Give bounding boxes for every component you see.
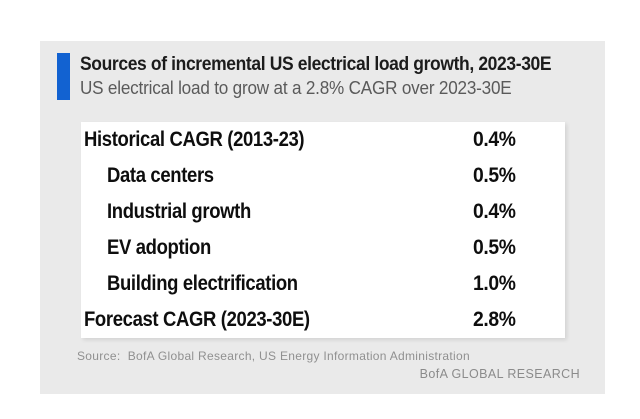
table-row: Industrial growth 0.4% <box>81 194 565 230</box>
table-row: Building electrification 1.0% <box>81 266 565 302</box>
table-row: EV adoption 0.5% <box>81 230 565 266</box>
row-label: EV adoption <box>107 236 211 259</box>
row-value: 2.8% <box>473 308 516 331</box>
row-label: Forecast CAGR (2023-30E) <box>84 308 310 331</box>
row-value: 0.4% <box>473 128 516 151</box>
row-value: 1.0% <box>473 272 516 295</box>
row-label: Building electrification <box>107 272 298 295</box>
exhibit-title: Sources of incremental US electrical loa… <box>80 54 552 75</box>
row-value: 0.4% <box>473 200 516 223</box>
row-label: Data centers <box>107 164 214 187</box>
table-row: Historical CAGR (2013-23) 0.4% <box>81 122 565 158</box>
brand-label: BofA GLOBAL RESEARCH <box>419 367 580 381</box>
accent-bar <box>57 53 70 100</box>
row-value: 0.5% <box>473 164 516 187</box>
table-row: Forecast CAGR (2023-30E) 2.8% <box>81 302 565 338</box>
row-label: Historical CAGR (2013-23) <box>84 128 305 151</box>
table-row: Data centers 0.5% <box>81 158 565 194</box>
exhibit-card: Sources of incremental US electrical loa… <box>40 41 605 394</box>
source-note: Source: BofA Global Research, US Energy … <box>77 349 470 363</box>
row-label: Industrial growth <box>107 200 251 223</box>
cagr-table: Historical CAGR (2013-23) 0.4% Data cent… <box>81 122 565 338</box>
row-value: 0.5% <box>473 236 516 259</box>
exhibit-subtitle: US electrical load to grow at a 2.8% CAG… <box>80 78 512 98</box>
